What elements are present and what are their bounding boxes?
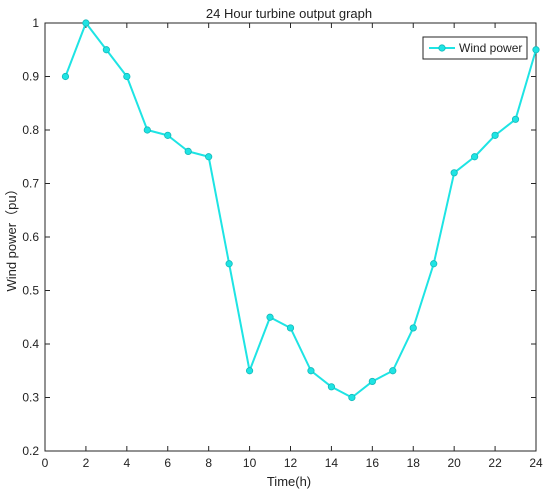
data-point xyxy=(327,383,336,391)
data-point xyxy=(471,153,479,161)
data-point xyxy=(389,367,397,375)
y-tick-label: 0.7 xyxy=(22,177,39,191)
x-axis-label: Time(h) xyxy=(267,474,311,489)
x-tick-label: 8 xyxy=(205,456,212,470)
x-tick-label: 2 xyxy=(83,456,90,470)
x-tick-label: 12 xyxy=(284,456,298,470)
data-point xyxy=(123,72,131,81)
x-tick-label: 14 xyxy=(325,456,339,470)
y-axis-label: Wind power（pu） xyxy=(4,182,19,291)
legend-label-wind-power: Wind power xyxy=(459,41,522,55)
data-point xyxy=(184,147,192,155)
legend: Wind power xyxy=(422,36,528,60)
chart-title: 24 Hour turbine output graph xyxy=(206,6,372,21)
data-point xyxy=(266,313,274,321)
data-point xyxy=(532,46,540,54)
y-axis-ticks: 0.2 0.3 0.4 0.5 0.6 0.7 0.8 0.9 1 xyxy=(22,16,536,458)
y-tick-label: 0.5 xyxy=(22,284,39,298)
x-tick-label: 24 xyxy=(529,456,543,470)
x-tick-label: 18 xyxy=(407,456,421,470)
y-tick-label: 0.6 xyxy=(22,230,39,244)
x-axis-ticks: 0 2 4 6 8 10 12 14 16 18 20 22 24 xyxy=(42,23,543,470)
data-point xyxy=(143,126,151,134)
x-tick-label: 6 xyxy=(164,456,171,470)
data-point xyxy=(307,367,315,375)
series-layer xyxy=(61,19,540,402)
data-point xyxy=(82,19,90,27)
data-point xyxy=(430,260,438,268)
y-tick-label: 0.9 xyxy=(22,70,39,84)
y-tick-label: 0.4 xyxy=(22,337,39,351)
data-point xyxy=(225,260,233,268)
legend-marker-swatch xyxy=(438,44,446,52)
series-line-wind-power xyxy=(64,22,537,399)
x-tick-label: 16 xyxy=(366,456,380,470)
x-tick-label: 20 xyxy=(447,456,461,470)
x-tick-label: 22 xyxy=(488,456,502,470)
plot-area-frame xyxy=(44,22,537,452)
data-point xyxy=(491,131,499,139)
y-tick-label: 0.3 xyxy=(22,391,39,405)
data-point xyxy=(409,324,417,332)
x-tick-label: 4 xyxy=(123,456,130,470)
x-tick-label: 10 xyxy=(243,456,257,470)
data-point xyxy=(102,46,110,54)
data-point xyxy=(348,393,356,402)
legend-box xyxy=(422,36,528,60)
y-tick-label: 1 xyxy=(32,16,39,30)
data-point xyxy=(286,324,295,332)
data-point xyxy=(368,377,376,386)
data-point xyxy=(450,169,458,177)
data-point xyxy=(205,153,213,161)
data-point xyxy=(61,72,70,81)
y-tick-label: 0.8 xyxy=(22,123,39,137)
data-point xyxy=(245,367,254,375)
y-tick-label: 0.2 xyxy=(22,444,39,458)
data-point xyxy=(511,115,520,123)
x-tick-label: 0 xyxy=(42,456,49,470)
data-point xyxy=(164,131,172,139)
